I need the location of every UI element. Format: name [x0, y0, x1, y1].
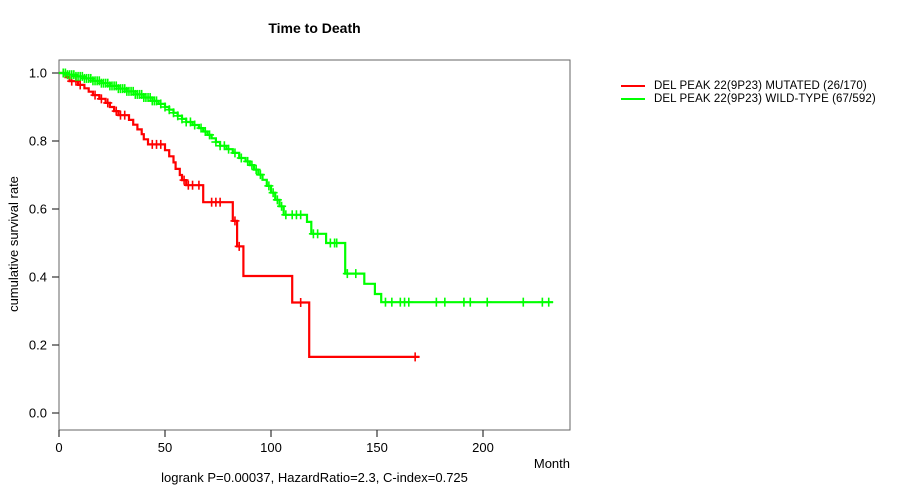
x-tick-label: 150: [366, 440, 388, 455]
chart-legend: DEL PEAK 22(9P23) MUTATED (26/170) DEL P…: [621, 79, 876, 105]
y-tick-label: 0.2: [29, 338, 47, 353]
censor-marks: [67, 76, 420, 362]
x-tick-label: 100: [260, 440, 282, 455]
y-tick-label: 0.0: [29, 406, 47, 421]
mutated-line-swatch: [621, 84, 645, 87]
legend-item-mutated: DEL PEAK 22(9P23) MUTATED (26/170): [621, 79, 876, 92]
y-tick-label: 0.4: [29, 270, 47, 285]
series-mutated: [59, 71, 420, 362]
legend-label-mutated: DEL PEAK 22(9P23) MUTATED (26/170): [654, 79, 867, 92]
wildtype-line-swatch: [621, 97, 645, 100]
y-tick-label: 0.8: [29, 134, 47, 149]
y-tick-label: 0.6: [29, 202, 47, 217]
legend-label-wildtype: DEL PEAK 22(9P23) WILD-TYPE (67/592): [654, 92, 876, 105]
plot-border-box: [58, 59, 571, 431]
y-axis-label: cumulative survival rate: [6, 176, 21, 312]
x-axis-label: Month: [533, 456, 570, 471]
x-tick-label: 200: [472, 440, 494, 455]
series-wildtype: [58, 68, 554, 307]
logrank-annotation: logrank P=0.00037, HazardRatio=2.3, C-in…: [161, 470, 468, 485]
y-tick-label: 1.0: [29, 66, 47, 81]
legend-item-wildtype: DEL PEAK 22(9P23) WILD-TYPE (67/592): [621, 92, 876, 105]
x-axis-ticks: 0 50 100 150 200: [55, 430, 494, 455]
censor-marks: [58, 68, 554, 307]
x-tick-label: 50: [158, 440, 172, 455]
km-step-curve: [59, 71, 553, 304]
chart-title: Time to Death: [268, 20, 361, 36]
x-tick-label: 0: [55, 440, 62, 455]
y-axis-ticks: 0.0 0.2 0.4 0.6 0.8 1.0: [29, 66, 59, 421]
km-step-curve: [59, 71, 420, 358]
